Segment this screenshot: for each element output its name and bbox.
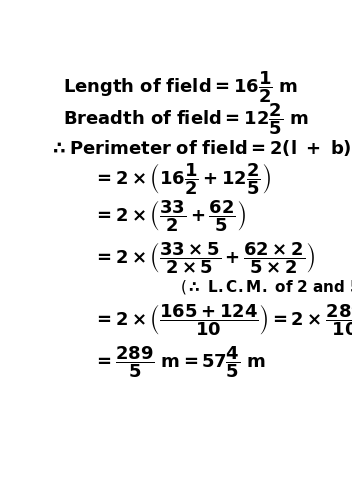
Text: $\mathbf{Length\ of\ field = 16\dfrac{1}{2}\ m}$: $\mathbf{Length\ of\ field = 16\dfrac{1}… — [63, 70, 298, 105]
Text: $\mathbf{= 2 \times \left(\dfrac{33 \times 5}{2 \times 5}+\dfrac{62 \times 2}{5 : $\mathbf{= 2 \times \left(\dfrac{33 \tim… — [93, 240, 315, 276]
Text: $\mathbf{= 2 \times \left(\dfrac{165+124}{10}\right) = 2 \times \dfrac{289}{10}}: $\mathbf{= 2 \times \left(\dfrac{165+124… — [93, 303, 352, 338]
Text: $\mathbf{\therefore}$: $\mathbf{\therefore}$ — [49, 139, 67, 157]
Text: $\mathbf{= 2 \times \left(\dfrac{33}{2}+\dfrac{62}{5}\right)}$: $\mathbf{= 2 \times \left(\dfrac{33}{2}+… — [93, 199, 246, 235]
Text: $\mathbf{Perimeter\ of\ field = 2(}$$\mathit{\mathbf{l}}$$\mathbf{\ +\ }$$\mathi: $\mathbf{Perimeter\ of\ field = 2(}$$\ma… — [69, 138, 351, 158]
Text: $\mathbf{= 2 \times \left(16\dfrac{1}{2}+12\dfrac{2}{5}\right)}$: $\mathbf{= 2 \times \left(16\dfrac{1}{2}… — [93, 161, 271, 197]
Text: $(\mathbf{\therefore\ L.C.M.\ of\ 2\ and\ 5 = 10})$: $(\mathbf{\therefore\ L.C.M.\ of\ 2\ and… — [181, 278, 352, 296]
Text: $\mathbf{= \dfrac{289}{5}\ m = 57\dfrac{4}{5}\ m}$: $\mathbf{= \dfrac{289}{5}\ m = 57\dfrac{… — [93, 344, 266, 380]
Text: $\mathbf{Breadth\ of\ field = 12\dfrac{2}{5}\ m}$: $\mathbf{Breadth\ of\ field = 12\dfrac{2… — [63, 101, 309, 137]
